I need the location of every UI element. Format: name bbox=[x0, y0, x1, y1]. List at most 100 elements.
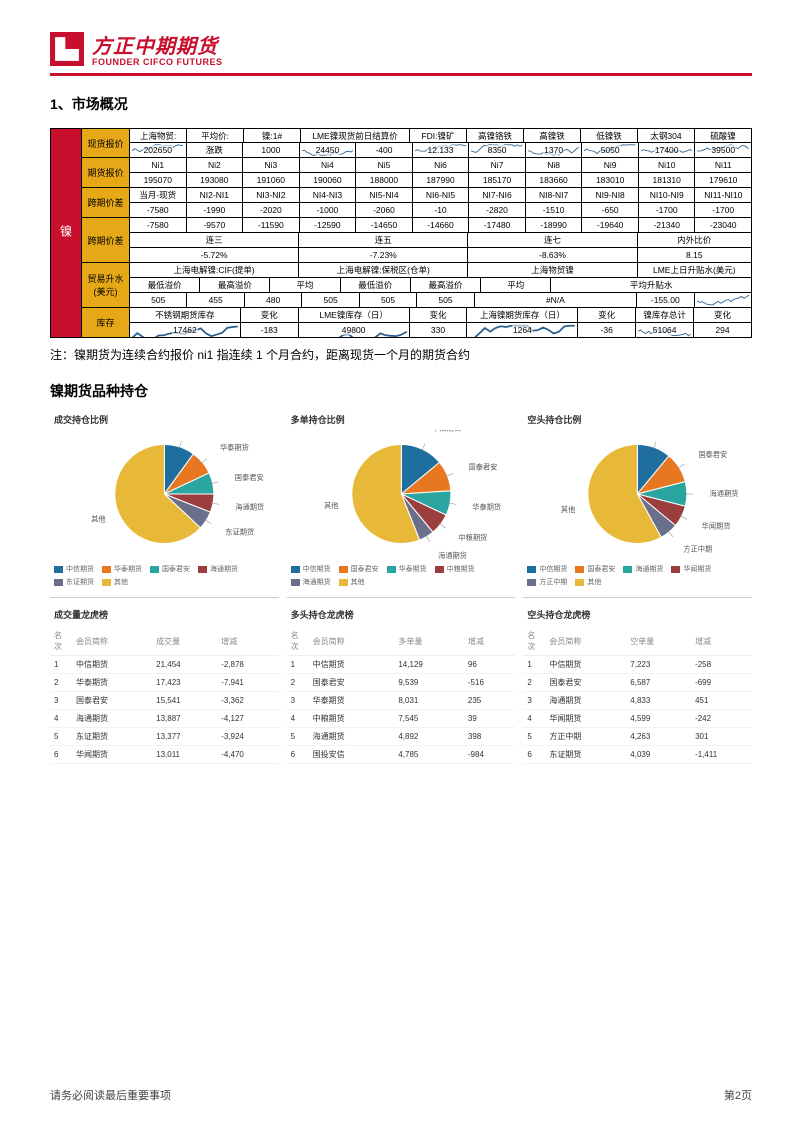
table-cell: Ni2 bbox=[187, 158, 244, 173]
table-row: 3华泰期货8,031235 bbox=[287, 692, 516, 710]
svg-text:国泰君安: 国泰君安 bbox=[235, 473, 264, 482]
legend-item: 方正中期 bbox=[527, 577, 567, 587]
table-cell: 505 bbox=[417, 293, 474, 308]
table-cell: 变化 bbox=[694, 308, 752, 323]
rank-table: 名次会员简称成交量增减1中信期货21,454-2,8782华泰期货17,423-… bbox=[50, 627, 279, 764]
table-cell: 5 bbox=[523, 728, 545, 746]
table-header: 名次 bbox=[523, 627, 545, 656]
table-cell: -242 bbox=[691, 710, 752, 728]
table-cell: 4,785 bbox=[394, 746, 464, 764]
table-cell: NI5-NI4 bbox=[356, 188, 413, 203]
table-cell: 华闻期货 bbox=[72, 746, 152, 764]
table-cell: 3 bbox=[523, 692, 545, 710]
table-cell: 195070 bbox=[130, 173, 187, 188]
pie-card: 空头持仓比例中信期货国泰君安海通期货华闻期货方正中期其他中信期货国泰君安海通期货… bbox=[523, 411, 752, 598]
table-row: 2国泰君安6,587-699 bbox=[523, 674, 752, 692]
chart-title: 空头持仓比例 bbox=[523, 411, 752, 428]
table-cell: 202650 bbox=[130, 143, 187, 158]
table-cell: 8.15 bbox=[638, 248, 752, 263]
table-row: 5海通期货4,892398 bbox=[287, 728, 516, 746]
legend-item: 中粮期货 bbox=[435, 564, 475, 574]
table-cell: Ni3 bbox=[243, 158, 300, 173]
table-cell: 低镍铁 bbox=[581, 128, 638, 143]
legend-item: 华泰期货 bbox=[102, 564, 142, 574]
legend-item: 中信期货 bbox=[54, 564, 94, 574]
table-cell: NI4-NI3 bbox=[300, 188, 357, 203]
table-cell: 变化 bbox=[578, 308, 636, 323]
table-cell: 海通期货 bbox=[545, 692, 626, 710]
table-cell: 4,833 bbox=[626, 692, 691, 710]
table-cell: 国泰君安 bbox=[72, 692, 152, 710]
table-cell: NI9-NI8 bbox=[582, 188, 639, 203]
table-cell: -11590 bbox=[243, 218, 300, 233]
table-cell bbox=[695, 293, 752, 308]
table-cell: 4 bbox=[50, 710, 72, 728]
table-cell: -3,924 bbox=[217, 728, 279, 746]
chart-title: 多单持仓比例 bbox=[287, 411, 516, 428]
table-cell: -14660 bbox=[413, 218, 470, 233]
table-cell: -10 bbox=[413, 203, 470, 218]
table-cell: NI6-NI5 bbox=[413, 188, 470, 203]
pie-chart: 中信期货国泰君安华泰期货中粮期货海通期货其他 bbox=[287, 430, 516, 560]
table-row: 2国泰君安9,539-516 bbox=[287, 674, 516, 692]
table-cell: 方正中期 bbox=[545, 728, 626, 746]
table-cell: 21,454 bbox=[152, 656, 217, 674]
legend-item: 其他 bbox=[339, 577, 365, 587]
table-cell: Ni9 bbox=[582, 158, 639, 173]
logo-header: 方正中期期货 FOUNDER CIFCO FUTURES bbox=[50, 30, 752, 67]
table-cell: 3 bbox=[50, 692, 72, 710]
legend-item: 海通期货 bbox=[623, 564, 663, 574]
table-row: 6东证期货4,039-1,411 bbox=[523, 746, 752, 764]
table-cell: -1990 bbox=[187, 203, 244, 218]
table-cell: 当月-现货 bbox=[130, 188, 187, 203]
legend-item: 其他 bbox=[102, 577, 128, 587]
svg-text:中信期货: 中信期货 bbox=[432, 430, 461, 433]
svg-text:方正中期: 方正中期 bbox=[684, 545, 713, 554]
table-cell: 1 bbox=[523, 656, 545, 674]
table-row: 2华泰期货17,423-7,941 bbox=[50, 674, 279, 692]
table-cell: 国泰君安 bbox=[309, 674, 395, 692]
table-cell: #N/A bbox=[475, 293, 637, 308]
table-row: 3国泰君安15,541-3,362 bbox=[50, 692, 279, 710]
svg-text:其他: 其他 bbox=[91, 514, 105, 523]
chart-title: 成交持仓比例 bbox=[50, 411, 279, 428]
rank-title: 成交量龙虎榜 bbox=[50, 606, 279, 623]
table-cell: 13,011 bbox=[152, 746, 217, 764]
legend-item: 东证期货 bbox=[54, 577, 94, 587]
table-cell: 东证期货 bbox=[545, 746, 626, 764]
table-cell: 6 bbox=[50, 746, 72, 764]
table-row-header: 镍 bbox=[50, 128, 82, 338]
table-cell: 185170 bbox=[469, 173, 526, 188]
table-cell: 1370 bbox=[526, 143, 583, 158]
table-cell: 中信期货 bbox=[72, 656, 152, 674]
table-cell: 4,263 bbox=[626, 728, 691, 746]
table-cell: 2 bbox=[287, 674, 309, 692]
legend: 中信期货国泰君安华泰期货中粮期货海通期货其他 bbox=[287, 560, 516, 591]
legend-item: 海通期货 bbox=[198, 564, 238, 574]
table-cell: -21340 bbox=[639, 218, 696, 233]
table-cell: 505 bbox=[302, 293, 359, 308]
table-cell: -1000 bbox=[300, 203, 357, 218]
table-cell: -984 bbox=[464, 746, 515, 764]
logo-icon bbox=[50, 32, 84, 66]
legend-item: 国泰君安 bbox=[150, 564, 190, 574]
table-cell: 17462 bbox=[130, 323, 241, 338]
table-cell: 平均 bbox=[270, 278, 340, 293]
table-cell: Ni5 bbox=[356, 158, 413, 173]
table-cell: -14650 bbox=[356, 218, 413, 233]
chart-grid: 成交持仓比例中信期货华泰期货国泰君安海通期货东证期货其他中信期货华泰期货国泰君安… bbox=[50, 411, 752, 770]
table-cell: 镍库存总计 bbox=[636, 308, 694, 323]
table-row: 1中信期货21,454-2,878 bbox=[50, 656, 279, 674]
table-cell: -1510 bbox=[526, 203, 583, 218]
table-cell: 平均 bbox=[481, 278, 551, 293]
table-cell: 上海镍期货库存（日） bbox=[467, 308, 578, 323]
footer-right: 第2页 bbox=[724, 1087, 752, 1103]
table-cell: 上海电解镍:保税区(仓单) bbox=[299, 263, 468, 278]
table-cell: 5 bbox=[50, 728, 72, 746]
table-cell: 6 bbox=[287, 746, 309, 764]
table-cell: -516 bbox=[464, 674, 515, 692]
table-cell: 华泰期货 bbox=[72, 674, 152, 692]
table-cell: 7,545 bbox=[394, 710, 464, 728]
table-cell: 平均升贴水 bbox=[551, 278, 752, 293]
table-cell: 1 bbox=[287, 656, 309, 674]
